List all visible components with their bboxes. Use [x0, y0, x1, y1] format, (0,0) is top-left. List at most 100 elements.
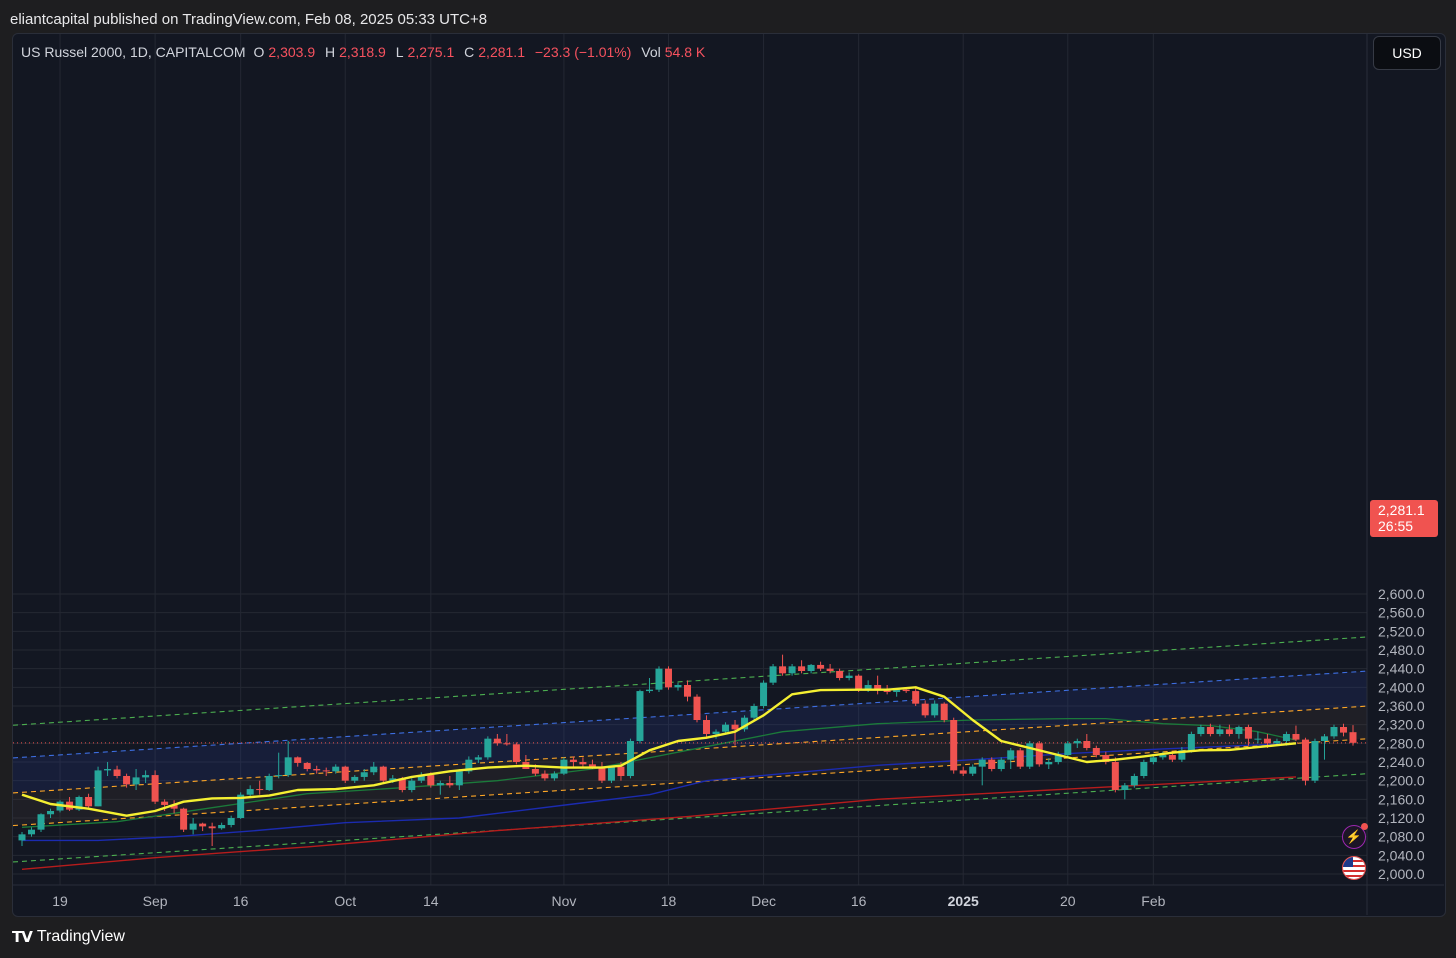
candle: [1311, 738, 1319, 783]
price-tick-label: 2,560.0: [1378, 605, 1425, 621]
candle-body: [579, 762, 587, 765]
candle: [645, 678, 653, 693]
candle: [1225, 724, 1233, 737]
candle: [360, 769, 368, 781]
candle-body: [693, 696, 701, 720]
price-tick-label: 2,280.0: [1378, 735, 1425, 751]
candle-body: [360, 772, 368, 777]
candle: [1178, 747, 1186, 762]
candle-body: [1092, 748, 1100, 755]
currency-button[interactable]: USD: [1373, 36, 1441, 70]
candle-body: [541, 773, 549, 779]
candle: [741, 715, 749, 732]
candle: [1121, 783, 1129, 800]
candle: [1026, 741, 1034, 769]
candle: [370, 762, 378, 776]
candle: [465, 756, 473, 774]
candle: [28, 827, 36, 837]
price-tick-label: 2,120.0: [1378, 810, 1425, 826]
candle-body: [161, 801, 169, 805]
candle: [1301, 737, 1309, 786]
candle-body: [1273, 741, 1281, 744]
candle-body: [113, 769, 121, 776]
candle-body: [398, 778, 406, 790]
candle-body: [75, 797, 83, 810]
time-tick-label: 2025: [948, 893, 979, 909]
candle-body: [436, 783, 444, 786]
candle: [626, 738, 634, 779]
candle: [607, 765, 615, 783]
chart-frame[interactable]: [12, 33, 1446, 917]
candle-body: [1035, 743, 1043, 765]
candle-body: [645, 689, 653, 692]
tradingview-logo[interactable]: 𝗧𝗩 TradingView: [12, 928, 125, 946]
candle-body: [1159, 755, 1167, 758]
tv-mark-icon: 𝗧𝗩: [12, 929, 33, 946]
candle: [569, 756, 577, 767]
candle: [1349, 725, 1357, 746]
candle-body: [1016, 750, 1024, 767]
candle-body: [246, 789, 254, 795]
candle: [1187, 731, 1195, 753]
candle-body: [1339, 727, 1347, 733]
candle-body: [1263, 738, 1271, 744]
candle: [1235, 725, 1243, 739]
candle: [988, 757, 996, 772]
candle-body: [902, 689, 910, 692]
candle: [246, 785, 254, 797]
candle-body: [303, 762, 311, 769]
candle-body: [531, 769, 539, 774]
candle: [18, 832, 26, 846]
candle-body: [1102, 755, 1110, 762]
candle: [436, 780, 444, 795]
candle-body: [1206, 727, 1214, 734]
candle: [636, 689, 644, 744]
candle: [493, 734, 501, 746]
candle-body: [931, 703, 939, 716]
candle: [85, 793, 93, 809]
price-tick-label: 2,440.0: [1378, 661, 1425, 677]
candle-body: [1149, 757, 1157, 762]
us-flag-icon[interactable]: [1342, 856, 1366, 880]
candle-body: [1168, 755, 1176, 760]
candle: [969, 764, 977, 776]
legend-change: −23.3 (−1.01%): [534, 44, 632, 60]
candle-body: [341, 766, 349, 781]
candle: [750, 703, 758, 720]
candle-body: [379, 766, 387, 781]
candle: [1035, 741, 1043, 767]
candle-body: [997, 759, 1005, 769]
candle-body: [218, 825, 226, 829]
candle: [1197, 724, 1205, 737]
candle-body: [275, 775, 283, 777]
candle-body: [636, 691, 644, 741]
candle: [798, 660, 806, 674]
candle: [123, 773, 131, 788]
price-tick-label: 2,520.0: [1378, 623, 1425, 639]
candle-body: [684, 685, 691, 697]
bolt-icon[interactable]: ⚡: [1342, 823, 1368, 849]
candle: [208, 822, 216, 846]
candle-body: [760, 682, 768, 706]
candle: [37, 813, 45, 832]
candle: [760, 680, 768, 709]
candle: [294, 756, 302, 767]
candle-body: [351, 776, 359, 781]
last-price-value: 2,281.1: [1378, 502, 1425, 518]
candle: [1330, 724, 1338, 739]
candle-body: [969, 766, 977, 774]
candle: [1083, 734, 1091, 751]
plot-layer: [13, 636, 1367, 870]
price-tick-label: 2,480.0: [1378, 642, 1425, 658]
candle-body: [1007, 750, 1015, 760]
candle-body: [237, 794, 245, 818]
candle-body: [569, 759, 577, 762]
candle: [1092, 745, 1100, 758]
candle-body: [1235, 727, 1243, 734]
time-tick-label: Feb: [1141, 893, 1165, 909]
candle-body: [712, 731, 720, 734]
price-tick-label: 2,160.0: [1378, 791, 1425, 807]
ma-fast-yellow: [21, 686, 1297, 817]
candle: [931, 700, 939, 718]
